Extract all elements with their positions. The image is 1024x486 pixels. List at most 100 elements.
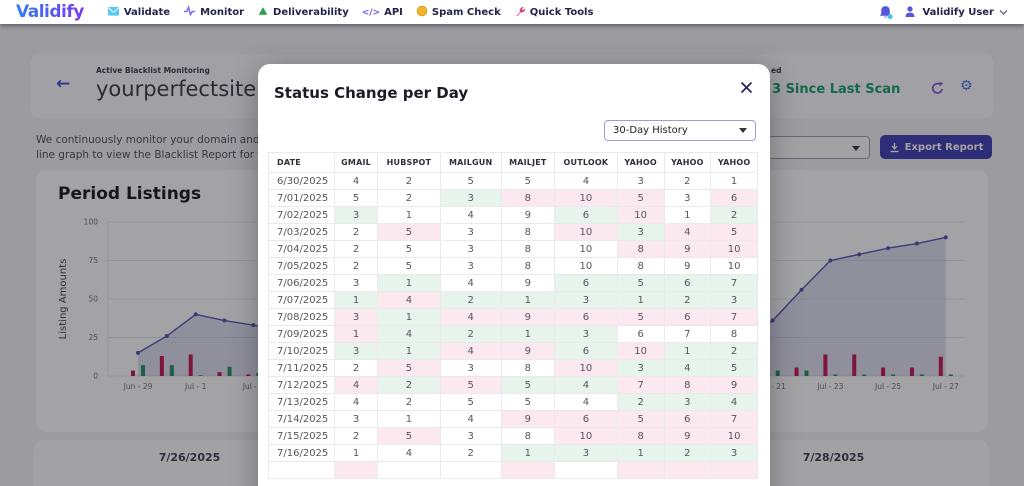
caret-down-icon [739,128,747,133]
date-cell: 7/11/2025 [268,359,335,377]
value-cell: 4 [333,172,379,190]
value-cell: 6 [553,274,618,292]
table-row [268,461,758,479]
value-cell: 2 [377,189,441,207]
nav-item-quick-tools[interactable]: Quick Tools [514,5,593,20]
column-header-date: DATE [268,152,335,173]
value-cell: 6 [553,308,618,326]
back-arrow-icon[interactable]: ← [56,74,71,94]
value-cell: 2 [663,291,712,309]
value-cell: 6 [553,206,618,224]
value-cell: 3 [553,444,618,462]
date-cell: 7/01/2025 [268,189,335,207]
value-cell: 6 [616,325,665,343]
value-cell: 8 [500,189,555,207]
value-cell: 3 [710,444,758,462]
value-cell: 2 [333,359,379,377]
export-report-button[interactable]: Export Report [880,135,992,159]
caret-down-icon [852,146,860,151]
value-cell: 1 [616,444,665,462]
value-cell: 1 [663,342,712,360]
history-range-select[interactable]: 30-Day History [604,120,756,141]
value-cell [663,461,712,479]
svg-text:0: 0 [93,372,98,381]
value-cell: 6 [710,189,758,207]
value-cell: 4 [710,393,758,411]
code-icon: </> [361,7,381,18]
table-row: 7/11/2025 2 5 3 8 10 3 4 5 [268,359,758,377]
value-cell: 3 [333,410,379,428]
value-cell [710,461,758,479]
value-cell: 9 [500,342,555,360]
value-cell: 1 [377,342,441,360]
user-avatar-icon [905,6,915,17]
value-cell: 5 [377,257,441,275]
svg-text:100: 100 [84,218,99,227]
value-cell: 7 [616,376,665,394]
value-cell: 10 [710,240,758,258]
date-cell: 7/10/2025 [268,342,335,360]
date-cell: 7/16/2025 [268,444,335,462]
notification-bell-icon[interactable] [878,5,894,20]
table-row: 7/13/2025 4 2 5 5 4 2 3 4 [268,393,758,411]
value-cell: 4 [439,308,502,326]
value-cell: 4 [439,274,502,292]
svg-text:75: 75 [88,256,98,265]
value-cell: 9 [663,240,712,258]
value-cell: 7 [663,325,712,343]
close-icon[interactable] [739,80,754,99]
nav-item-label: API [384,6,403,18]
coin-icon [416,5,428,20]
value-cell: 8 [500,240,555,258]
value-cell: 4 [439,410,502,428]
user-menu[interactable]: Validify User [903,5,1008,19]
value-cell [616,461,665,479]
value-cell: 8 [500,427,555,445]
nav-item-label: Validate [123,6,171,18]
nav-item-validate[interactable]: Validate [107,5,170,20]
value-cell: 1 [333,444,379,462]
value-cell: 1 [333,291,379,309]
value-cell: 4 [333,393,379,411]
value-cell: 6 [553,410,618,428]
value-cell: 5 [377,427,441,445]
value-cell [377,461,441,479]
table-row: 7/04/2025 2 5 3 8 10 8 9 10 [268,240,758,258]
table-row: 7/07/2025 1 4 2 1 3 1 2 3 [268,291,758,309]
value-cell: 3 [663,189,712,207]
value-cell: 6 [553,342,618,360]
value-cell: 3 [439,240,502,258]
wrench-icon [514,5,526,20]
table-row: 7/03/2025 2 5 3 8 10 3 4 5 [268,223,758,241]
table-row: 7/08/2025 3 1 4 9 6 5 6 7 [268,308,758,326]
nav-item-api[interactable]: </> API [362,7,403,18]
svg-text:Jul - 3: Jul - 3 [242,382,265,391]
value-cell: 10 [553,223,618,241]
column-header-yahoo: YAHOO [710,152,758,173]
date-cell: 7/06/2025 [268,274,335,292]
column-header-outlook: OUTLOOK [553,152,618,173]
value-cell: 7 [710,274,758,292]
value-cell [439,461,502,479]
modal-title: Status Change per Day [274,84,469,102]
value-cell: 4 [663,359,712,377]
date-cell: 7/12/2025 [268,376,335,394]
value-cell: 8 [500,359,555,377]
value-cell: 10 [710,257,758,275]
value-cell: 5 [439,172,502,190]
value-cell: 9 [500,274,555,292]
nav-item-label: Deliverability [273,6,349,18]
nav-item-deliverability[interactable]: Deliverability [257,5,349,19]
column-header-gmail: GMAIL [333,152,379,173]
svg-text:50: 50 [88,295,98,304]
validify-logo[interactable]: Validify [16,2,84,22]
value-cell: 8 [710,325,758,343]
value-cell: 3 [439,257,502,275]
refresh-icon[interactable] [930,81,945,100]
value-cell: 3 [616,172,665,190]
nav-item-spam-check[interactable]: Spam Check [416,5,501,20]
value-cell: 2 [377,376,441,394]
svg-text:25: 25 [88,333,98,342]
nav-item-monitor[interactable]: Monitor [183,4,244,20]
settings-gear-icon[interactable]: ⚙ [960,78,973,94]
